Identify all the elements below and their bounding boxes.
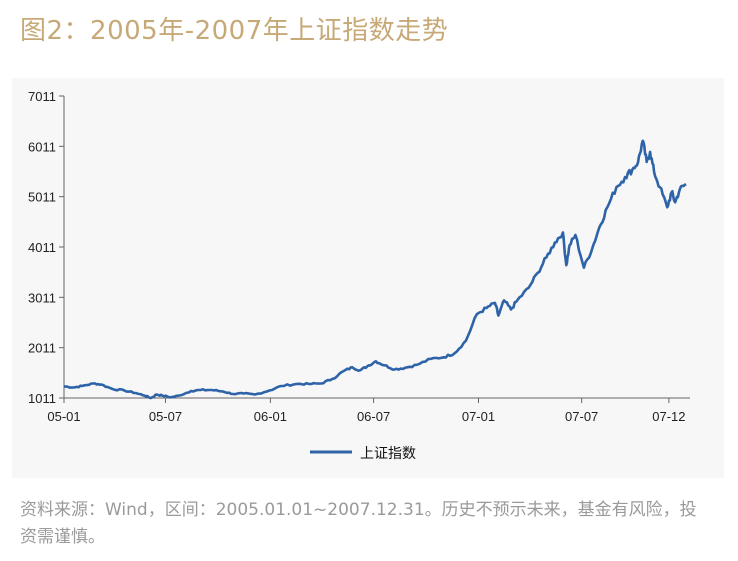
series-layer bbox=[63, 139, 687, 400]
x-tick-label: 05-07 bbox=[149, 409, 182, 424]
y-tick-label: 2011 bbox=[28, 341, 56, 356]
y-tick-label: 7011 bbox=[28, 89, 56, 104]
y-tick-label: 1011 bbox=[28, 391, 56, 406]
chart-title: 图2：2005年-2007年上证指数走势 bbox=[20, 16, 449, 46]
plot-background bbox=[12, 78, 724, 478]
y-tick-label: 6011 bbox=[28, 139, 56, 154]
source-note: 资料来源：Wind，区间：2005.01.01~2007.12.31。历史不预示… bbox=[20, 500, 697, 547]
x-tick-label: 05-01 bbox=[47, 409, 80, 424]
y-tick-label: 3011 bbox=[28, 290, 56, 305]
series-line bbox=[63, 139, 687, 400]
x-tick-label: 07-01 bbox=[462, 409, 495, 424]
x-tick-label: 07-07 bbox=[565, 409, 598, 424]
y-tick-label: 5011 bbox=[28, 190, 56, 205]
axes: 1011 2011 3011 4011 5011 6011 7011 05-01 05-07 06… bbox=[28, 89, 690, 424]
y-tick-label: 4011 bbox=[28, 240, 56, 255]
legend-label: 上证指数 bbox=[360, 446, 416, 462]
x-tick-label: 06-01 bbox=[254, 409, 287, 424]
legend: 上证指数 bbox=[310, 446, 416, 462]
x-tick-label: 07-12 bbox=[652, 409, 685, 424]
x-tick-label: 06-07 bbox=[357, 409, 390, 424]
